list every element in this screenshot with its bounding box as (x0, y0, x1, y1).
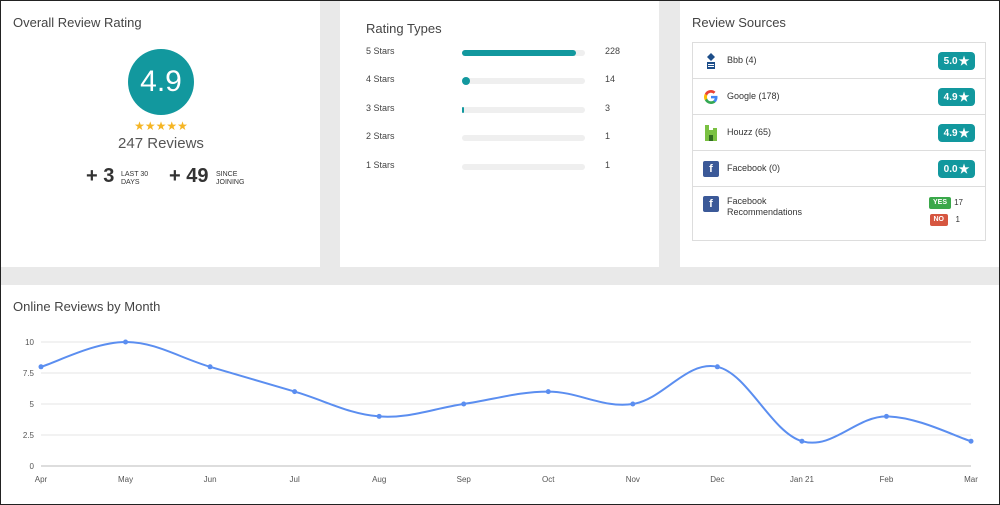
data-point (545, 389, 551, 395)
rating-type-count: 1 (605, 131, 611, 141)
source-score-badge: 0.0 ★ (938, 160, 975, 178)
rating-type-label: 2 Stars (366, 131, 395, 141)
houzz-icon (703, 125, 719, 141)
stat-since-joining-label: SINCE JOINING (216, 171, 245, 186)
line-chart: 0 2.5 5 7.5 10 Apr May Jun Jul Aug Sep Oct Nov Dec Jan… (23, 338, 978, 484)
data-point (883, 413, 889, 419)
x-tick-label: Dec (710, 475, 724, 484)
google-icon (703, 89, 719, 105)
rating-type-count: 228 (605, 46, 621, 56)
data-point (799, 438, 805, 444)
star-icon: ★ (958, 54, 970, 68)
source-name: Facebook Recommendations (727, 196, 803, 217)
overall-rating-card: Overall Review Rating 4.9 ★★★★★ 247 Revi… (1, 1, 320, 267)
x-tick-label: May (118, 475, 133, 484)
rating-type-row: 4 Stars 14 (366, 74, 646, 88)
rating-type-bar (462, 107, 585, 113)
rating-type-label: 1 Stars (366, 160, 395, 170)
data-point (461, 401, 467, 407)
data-point (714, 364, 720, 370)
star-icon: ★ (958, 90, 970, 104)
data-point (630, 401, 636, 407)
source-row-facebook-recommendations[interactable]: f Facebook Recommendations YES 17 NO 1 (693, 187, 985, 240)
source-row-bbb[interactable]: Bbb (4) 5.0 ★ (693, 43, 985, 79)
data-point (376, 413, 382, 419)
source-score-badge: 4.9 ★ (938, 88, 975, 106)
rating-type-label: 4 Stars (366, 74, 395, 84)
no-badge: NO (929, 214, 948, 226)
review-sources-list: Bbb (4) 5.0 ★ Google (178) 4.9 ★ Houzz (65… (692, 42, 986, 241)
y-tick-label: 7.5 (23, 369, 35, 378)
x-tick-label: Jul (290, 475, 300, 484)
review-sources-card: Review Sources Bbb (4) 5.0 ★ Google (178)… (680, 1, 999, 267)
star-rating-icons: ★★★★★ (134, 119, 188, 133)
rating-circle: 4.9 (128, 49, 194, 115)
data-point (38, 364, 44, 370)
rating-type-row: 5 Stars 228 (366, 46, 646, 60)
rating-types-title: Rating Types (366, 21, 442, 36)
no-count: 1 (955, 215, 960, 224)
source-score-badge: 4.9 ★ (938, 124, 975, 142)
x-tick-label: Aug (372, 475, 386, 484)
x-tick-label: Apr (35, 475, 48, 484)
y-tick-label: 5 (30, 400, 35, 409)
source-name: Google (178) (727, 91, 780, 101)
x-tick-label: Jan 21 (790, 475, 815, 484)
rating-type-label: 5 Stars (366, 46, 395, 56)
review-sources-title: Review Sources (692, 15, 786, 30)
source-name: Bbb (4) (727, 55, 757, 65)
star-icon: ★ (958, 162, 970, 176)
overall-rating-title: Overall Review Rating (13, 15, 142, 30)
facebook-icon: f (703, 161, 719, 177)
data-point (292, 389, 298, 395)
x-tick-label: Mar (964, 475, 978, 484)
source-row-google[interactable]: Google (178) 4.9 ★ (693, 79, 985, 115)
data-point (968, 438, 974, 444)
monthly-reviews-chart-card: Online Reviews by Month 0 2.5 5 7.5 10 Apr May… (1, 285, 999, 504)
chart-title: Online Reviews by Month (13, 299, 161, 314)
rating-type-bar (462, 77, 585, 85)
y-tick-label: 10 (25, 338, 34, 347)
rating-type-row: 3 Stars 3 (366, 103, 646, 117)
x-tick-label: Nov (626, 475, 640, 484)
rating-type-row: 1 Stars 1 (366, 160, 646, 174)
yes-badge: YES (928, 197, 951, 209)
rating-type-label: 3 Stars (366, 103, 395, 113)
x-tick-label: Oct (542, 475, 555, 484)
x-tick-label: Sep (457, 475, 472, 484)
source-score-badge: 5.0 ★ (938, 52, 975, 70)
rating-type-bar-fill (462, 107, 464, 113)
bbb-icon (703, 53, 719, 69)
data-point (207, 364, 213, 370)
series-line (40, 340, 972, 444)
rating-type-row: 2 Stars 1 (366, 131, 646, 145)
rating-type-bar (462, 50, 585, 56)
source-row-facebook[interactable]: f Facebook (0) 0.0 ★ (693, 151, 985, 187)
rating-type-bar (462, 135, 585, 141)
stat-since-joining-value: + 49 (169, 165, 209, 187)
source-name: Facebook (0) (727, 163, 781, 173)
rating-type-count: 1 (605, 160, 611, 170)
review-count: 247 Reviews (118, 135, 204, 152)
rating-type-count: 3 (605, 103, 611, 113)
star-icon: ★ (958, 126, 970, 140)
rating-types-card: Rating Types 5 Stars 228 4 Stars 14 3 Stars 3… (340, 1, 659, 267)
source-row-houzz[interactable]: Houzz (65) 4.9 ★ (693, 115, 985, 151)
rating-type-bar-fill (462, 50, 576, 56)
yes-count: 17 (954, 198, 963, 207)
y-tick-label: 0 (30, 462, 35, 471)
rating-type-bar (462, 164, 585, 170)
source-name: Houzz (65) (727, 127, 772, 137)
y-tick-label: 2.5 (23, 431, 35, 440)
data-point (123, 339, 129, 345)
stat-last-30-days-value: + 3 (86, 165, 115, 187)
x-tick-label: Jun (204, 475, 217, 484)
x-tick-label: Feb (880, 475, 894, 484)
rating-type-bar-fill (462, 77, 470, 85)
stat-last-30-days-label: LAST 30 DAYS (121, 171, 149, 186)
facebook-icon: f (703, 196, 719, 212)
rating-type-count: 14 (605, 74, 616, 84)
